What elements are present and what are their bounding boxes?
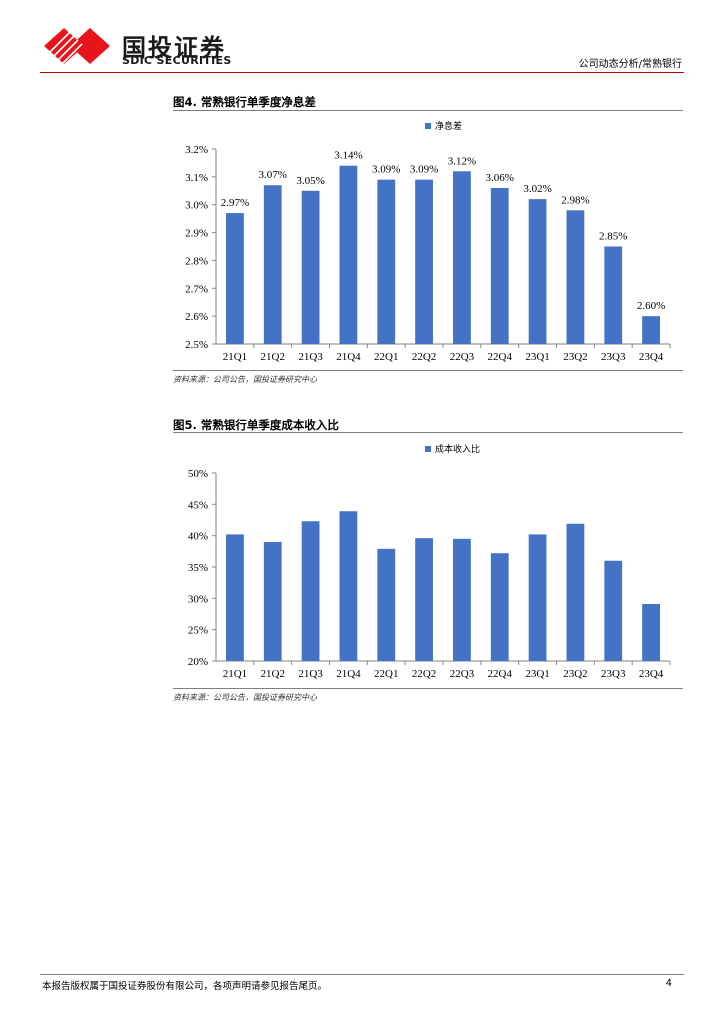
x-tick-label: 22Q1 [374,351,398,363]
cost-income-chart: 20% 25% 30% 35% 40% 45% 50% 21Q1 21Q2 21Q3 21Q4 22Q… [188,443,671,680]
bar-23Q4 [642,316,660,344]
y-tick-label: 20% [188,656,208,668]
bar-22Q2 [415,179,433,344]
bar-22Q4 [490,553,509,661]
bar-22Q1 [377,548,396,661]
y-tick-label: 2.6% [185,311,208,323]
y-tick-label: 3.2% [185,144,208,156]
data-label-23Q3: 2.85% [599,231,627,243]
bar-21Q2 [263,541,282,661]
page-number: 4 [665,978,672,989]
x-tick-label: 21Q2 [261,668,285,680]
bar-23Q3 [604,246,623,344]
bar-21Q3 [301,190,320,344]
x-tick-label: 21Q4 [336,351,361,363]
figure-4-source: 资料来源：公司公告，国投证券研究中心 [173,375,317,384]
y-tick-label: 50% [188,468,208,480]
x-tick-label: 21Q1 [223,351,247,363]
x-tick-label: 22Q3 [450,351,475,363]
x-tick-label: 22Q1 [374,668,398,680]
footer-disclaimer: 本报告版权属于国投证券股份有限公司，各项声明请参见报告尾页。 [42,981,328,992]
y-tick-label: 25% [188,625,208,637]
footer-divider [40,974,684,975]
logo-english-name: SDIC SECURITIES [122,54,232,67]
bar-23Q3 [604,560,623,661]
bar-22Q3 [453,538,471,661]
data-label-22Q3: 3.12% [448,155,476,167]
bar-22Q1 [377,179,396,344]
data-label-21Q4: 3.14% [334,150,362,162]
bar-22Q2 [415,538,433,661]
header-divider [40,72,684,73]
x-tick-label: 23Q1 [525,668,549,680]
figure-4-title: 图4. 常熟银行单季度净息差 [173,95,316,109]
legend-label: 净息差 [435,120,462,132]
bar-23Q1 [528,199,547,344]
x-tick-label: 22Q4 [488,668,513,680]
figure-5-rule [173,432,683,433]
logo-mark [44,28,110,65]
x-tick-label: 23Q2 [563,668,587,680]
data-label-23Q1: 3.02% [523,183,551,195]
bar-21Q1 [226,213,244,344]
data-label-23Q2: 2.98% [561,194,589,206]
y-tick-label: 2.7% [185,283,208,295]
data-label-22Q1: 3.09% [372,164,400,176]
bar-23Q2 [566,523,585,661]
x-tick-label: 22Q3 [450,668,475,680]
data-label-21Q1: 2.97% [221,197,249,209]
bar-21Q3 [301,521,320,661]
x-tick-label: 21Q3 [298,351,323,363]
data-label-22Q2: 3.09% [410,164,438,176]
bar-23Q4 [642,603,660,661]
data-label-21Q3: 3.05% [296,175,324,187]
y-tick-label: 35% [188,562,208,574]
bar-23Q1 [528,534,547,661]
figure-4-bottom-rule [173,370,683,371]
y-tick-label: 2.5% [185,339,208,351]
figure-5-source: 资料来源：公司公告，国投证券研究中心 [173,693,317,702]
bar-21Q1 [226,534,244,661]
bar-23Q2 [566,210,585,344]
x-tick-label: 22Q2 [412,351,436,363]
legend-swatch [425,123,431,129]
y-tick-label: 40% [188,531,208,543]
y-tick-label: 30% [188,593,208,605]
y-tick-label: 3.1% [185,172,208,184]
legend-swatch [425,446,431,452]
bar-21Q4 [339,165,358,344]
x-tick-label: 23Q4 [639,668,664,680]
y-tick-label: 45% [188,499,208,511]
x-tick-label: 21Q4 [336,668,361,680]
report-type: 公司动态分析/常熟银行 [578,59,682,70]
data-label-22Q4: 3.06% [486,172,514,184]
x-tick-label: 21Q2 [261,351,285,363]
logo-chinese-name: 国投证券 [122,34,226,62]
x-tick-label: 23Q3 [601,351,626,363]
company-logo [44,28,110,65]
x-tick-label: 23Q4 [639,351,664,363]
x-tick-label: 21Q3 [298,668,323,680]
bar-21Q2 [263,185,282,344]
x-tick-label: 23Q2 [563,351,587,363]
data-label-21Q2: 3.07% [259,169,287,181]
y-tick-label: 3.0% [185,200,208,212]
x-tick-label: 23Q1 [525,351,549,363]
figure-5-bottom-rule [173,688,683,689]
nim-chart: 2.5% 2.6% 2.7% 2.8% 2.9% 3.0% 3.1% 3.2% 21Q1 2.97… [185,120,671,363]
data-label-23Q4: 2.60% [637,300,665,312]
bar-22Q4 [490,188,509,344]
x-tick-label: 23Q3 [601,668,626,680]
bar-21Q4 [339,511,358,661]
y-tick-label: 2.9% [185,228,208,240]
x-tick-label: 21Q1 [223,668,247,680]
x-tick-label: 22Q4 [488,351,513,363]
legend-label: 成本收入比 [435,443,480,455]
x-tick-label: 22Q2 [412,668,436,680]
bar-22Q3 [453,171,471,344]
figure-5-title: 图5. 常熟银行单季度成本收入比 [173,418,339,432]
figure-4-rule [173,110,683,111]
y-tick-label: 2.8% [185,255,208,267]
